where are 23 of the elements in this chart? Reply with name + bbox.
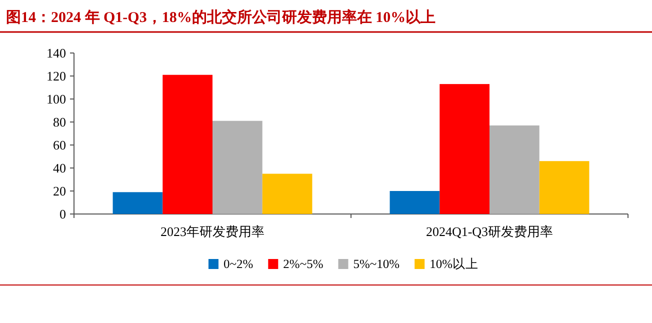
legend-label: 5%~10%	[353, 257, 400, 271]
x-tick-label: 2023年研发费用率	[160, 224, 264, 239]
bar	[390, 191, 440, 214]
legend-label: 0~2%	[223, 257, 254, 271]
y-tick-label: 60	[53, 138, 66, 152]
chart-title: 图14：2024 年 Q1-Q3，18%的北交所公司研发费用率在 10%以上	[6, 8, 436, 26]
y-tick-label: 100	[46, 92, 66, 106]
y-tick-label: 0	[60, 206, 66, 222]
legend-label: 10%以上	[430, 257, 479, 271]
y-tick-label: 80	[53, 114, 66, 130]
bar	[112, 192, 163, 214]
bar	[440, 84, 490, 214]
bar	[212, 120, 262, 214]
bar	[490, 125, 540, 214]
y-tick-label: 20	[53, 184, 66, 198]
bar	[539, 161, 590, 214]
x-tick-label: 2024Q1-Q3研发费用率	[426, 224, 554, 239]
bar	[262, 174, 312, 214]
y-tick-label: 120	[46, 68, 66, 84]
bar	[162, 74, 212, 214]
y-tick-label: 40	[53, 160, 66, 176]
legend-label: 2%~5%	[283, 257, 324, 271]
y-tick-label: 140	[46, 46, 66, 60]
